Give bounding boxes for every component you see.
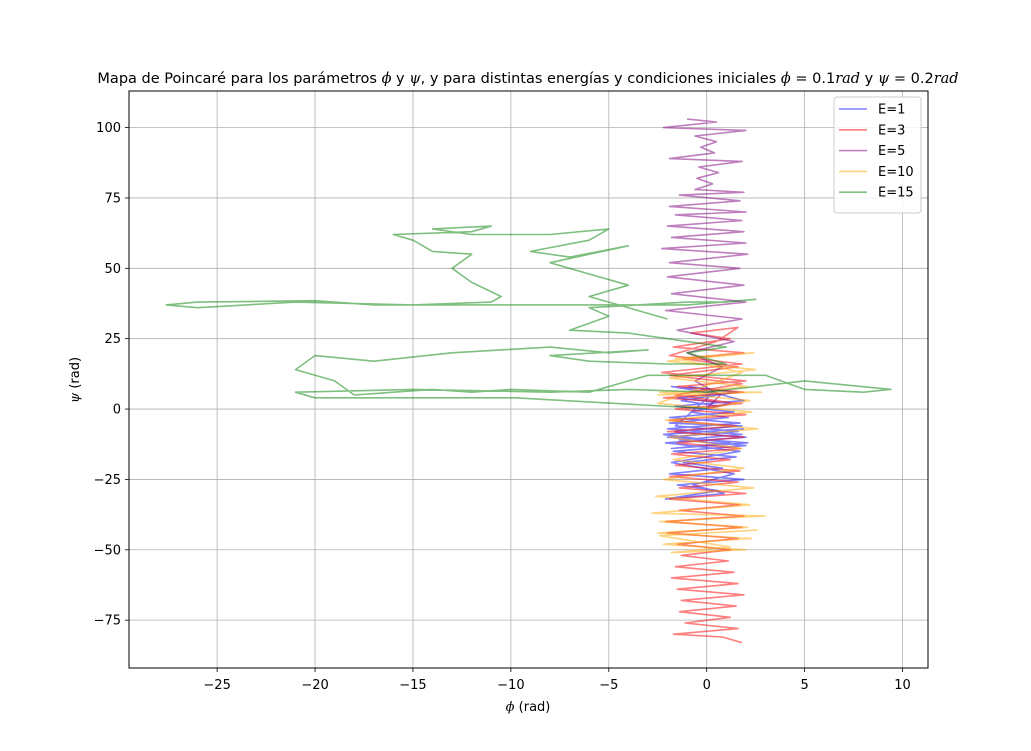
x-tick-label: −10 bbox=[497, 678, 524, 693]
series-line-e-5 bbox=[660, 118, 749, 410]
x-tick-label: 10 bbox=[894, 678, 911, 693]
x-tick-label: −25 bbox=[203, 678, 230, 693]
legend-label: E=5 bbox=[878, 144, 905, 159]
x-tick-label: 5 bbox=[800, 678, 808, 693]
y-tick-label: 0 bbox=[113, 403, 121, 418]
axes-frame bbox=[128, 90, 929, 669]
y-tick-label: 100 bbox=[96, 121, 121, 136]
legend: E=1 E=3 E=5 E=10 E=15 bbox=[833, 96, 922, 214]
y-tick-label: −50 bbox=[94, 543, 121, 558]
legend-label: E=15 bbox=[878, 186, 914, 201]
chart-title: Mapa de Poincaré para los parámetros ϕ y… bbox=[97, 71, 958, 87]
y-tick-label: 50 bbox=[104, 262, 121, 277]
y-tick-label: 75 bbox=[104, 191, 121, 206]
x-tick-label: −5 bbox=[599, 678, 618, 693]
y-tick-label: −25 bbox=[94, 473, 121, 488]
x-axis-label: ϕ (rad) bbox=[506, 700, 551, 715]
legend-label: E=3 bbox=[878, 123, 905, 138]
series-line-e-10 bbox=[651, 351, 767, 554]
x-tick-label: 0 bbox=[703, 678, 711, 693]
legend-box bbox=[833, 96, 922, 214]
x-tick-label: −20 bbox=[301, 678, 328, 693]
legend-label: E=10 bbox=[878, 165, 914, 180]
y-axis-label: ψ (rad) bbox=[68, 357, 83, 403]
series-group bbox=[165, 118, 892, 644]
series-line-e-3 bbox=[660, 326, 747, 644]
y-tick-label: 25 bbox=[104, 332, 121, 347]
y-tick-label: −75 bbox=[94, 614, 121, 629]
series-line-e-15 bbox=[165, 225, 892, 410]
x-tick-label: −15 bbox=[399, 678, 426, 693]
legend-label: E=1 bbox=[878, 103, 905, 118]
